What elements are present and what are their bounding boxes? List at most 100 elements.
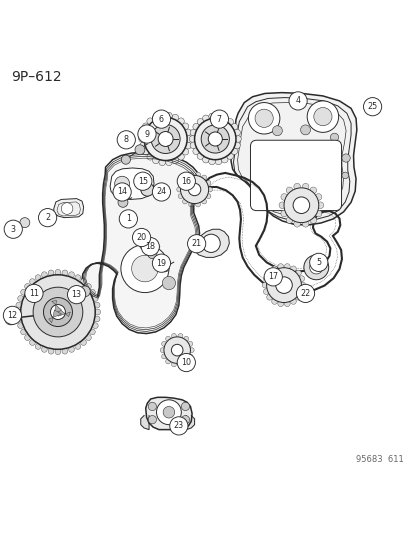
Circle shape <box>16 302 21 308</box>
Circle shape <box>182 175 187 180</box>
Circle shape <box>233 142 240 149</box>
Circle shape <box>202 234 220 253</box>
Circle shape <box>147 249 157 259</box>
Circle shape <box>138 125 156 143</box>
Circle shape <box>233 130 240 136</box>
Circle shape <box>160 348 165 353</box>
Circle shape <box>177 172 195 190</box>
Circle shape <box>263 268 282 286</box>
Circle shape <box>284 264 290 270</box>
Circle shape <box>140 142 146 149</box>
Circle shape <box>21 275 95 349</box>
Circle shape <box>160 263 169 272</box>
Circle shape <box>161 341 166 346</box>
Circle shape <box>293 221 300 227</box>
Circle shape <box>21 329 26 335</box>
Circle shape <box>35 274 41 280</box>
Circle shape <box>190 130 196 136</box>
Text: 13: 13 <box>71 290 81 299</box>
Circle shape <box>148 402 156 410</box>
Circle shape <box>263 289 268 294</box>
Circle shape <box>18 323 24 328</box>
Circle shape <box>114 176 129 191</box>
Circle shape <box>290 266 296 272</box>
Circle shape <box>298 289 304 294</box>
Circle shape <box>271 266 277 272</box>
Circle shape <box>300 125 310 135</box>
Circle shape <box>25 284 43 303</box>
Circle shape <box>61 203 73 214</box>
Circle shape <box>89 329 95 335</box>
Circle shape <box>142 123 149 130</box>
Circle shape <box>215 113 221 120</box>
Text: 95683  611: 95683 611 <box>355 455 403 464</box>
Circle shape <box>195 202 200 207</box>
Circle shape <box>187 235 205 253</box>
Circle shape <box>189 348 194 353</box>
Circle shape <box>195 172 200 177</box>
Circle shape <box>3 306 21 325</box>
Circle shape <box>148 416 156 424</box>
Circle shape <box>177 154 184 160</box>
Circle shape <box>131 255 158 282</box>
Circle shape <box>226 153 233 159</box>
Text: 6: 6 <box>159 115 164 124</box>
Text: 10: 10 <box>181 358 191 367</box>
Circle shape <box>341 172 348 179</box>
Polygon shape <box>186 416 194 430</box>
Circle shape <box>4 220 22 238</box>
Circle shape <box>188 202 193 207</box>
Circle shape <box>169 417 188 435</box>
Circle shape <box>165 336 170 341</box>
Circle shape <box>192 124 199 130</box>
Circle shape <box>135 145 145 155</box>
Circle shape <box>210 110 228 128</box>
Circle shape <box>182 148 188 155</box>
Circle shape <box>171 344 183 356</box>
Text: 8: 8 <box>123 135 128 144</box>
Circle shape <box>24 284 30 289</box>
Circle shape <box>208 113 215 120</box>
Text: 7: 7 <box>216 115 221 124</box>
Circle shape <box>184 129 191 136</box>
Circle shape <box>92 323 98 328</box>
Circle shape <box>69 272 74 278</box>
Text: 2: 2 <box>45 213 50 222</box>
Polygon shape <box>58 308 70 317</box>
Polygon shape <box>110 168 154 199</box>
Circle shape <box>181 416 189 424</box>
Circle shape <box>188 341 192 346</box>
Circle shape <box>313 108 331 126</box>
Circle shape <box>306 101 338 132</box>
Polygon shape <box>82 152 200 334</box>
Circle shape <box>266 294 272 300</box>
Polygon shape <box>140 416 149 430</box>
Circle shape <box>161 354 166 359</box>
Circle shape <box>142 148 149 155</box>
Circle shape <box>172 114 178 121</box>
Circle shape <box>295 270 301 276</box>
Circle shape <box>38 208 57 227</box>
Circle shape <box>94 316 100 322</box>
Circle shape <box>152 254 170 272</box>
Circle shape <box>62 348 68 354</box>
Polygon shape <box>193 229 229 257</box>
Circle shape <box>188 183 200 196</box>
Circle shape <box>190 142 196 149</box>
Circle shape <box>163 407 174 418</box>
Circle shape <box>117 131 135 149</box>
Circle shape <box>15 309 21 315</box>
Circle shape <box>165 359 170 364</box>
Circle shape <box>215 158 221 165</box>
Circle shape <box>152 157 159 164</box>
Circle shape <box>341 154 349 162</box>
Text: 12: 12 <box>7 311 17 320</box>
Circle shape <box>151 125 180 154</box>
Circle shape <box>147 154 153 160</box>
Circle shape <box>118 197 128 207</box>
Polygon shape <box>49 310 62 323</box>
Circle shape <box>272 126 282 136</box>
Circle shape <box>184 142 191 149</box>
Circle shape <box>5 313 17 325</box>
Circle shape <box>41 272 47 278</box>
